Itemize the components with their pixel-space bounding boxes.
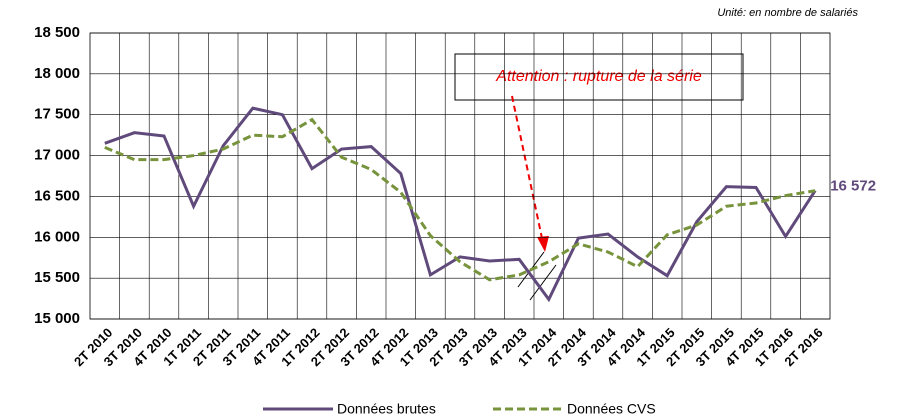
y-tick-label: 15 500 xyxy=(34,269,80,286)
series-line xyxy=(104,117,816,282)
value-label: 16 572 xyxy=(830,178,876,195)
arrow-head xyxy=(537,236,549,252)
legend-label: Données brutes xyxy=(337,401,436,417)
unit-note: Unité: en nombre de salariés xyxy=(717,7,858,19)
annotation: Attention : rupture de la série xyxy=(495,68,702,85)
series-line xyxy=(104,106,817,303)
plot-frame xyxy=(89,32,831,320)
y-tick-label: 17 000 xyxy=(34,147,80,164)
y-tick-label: 17 500 xyxy=(34,106,80,123)
annotation-arrow xyxy=(511,95,544,244)
break-mark xyxy=(529,264,557,301)
y-tick-label: 18 500 xyxy=(34,24,80,41)
y-tick-label: 18 000 xyxy=(34,65,80,82)
y-tick-label: 15 000 xyxy=(34,310,80,327)
legend-label: Données CVS xyxy=(567,401,656,417)
y-tick-label: 16 500 xyxy=(34,187,80,204)
y-tick-label: 16 000 xyxy=(34,228,80,245)
annotation-box xyxy=(454,53,744,101)
